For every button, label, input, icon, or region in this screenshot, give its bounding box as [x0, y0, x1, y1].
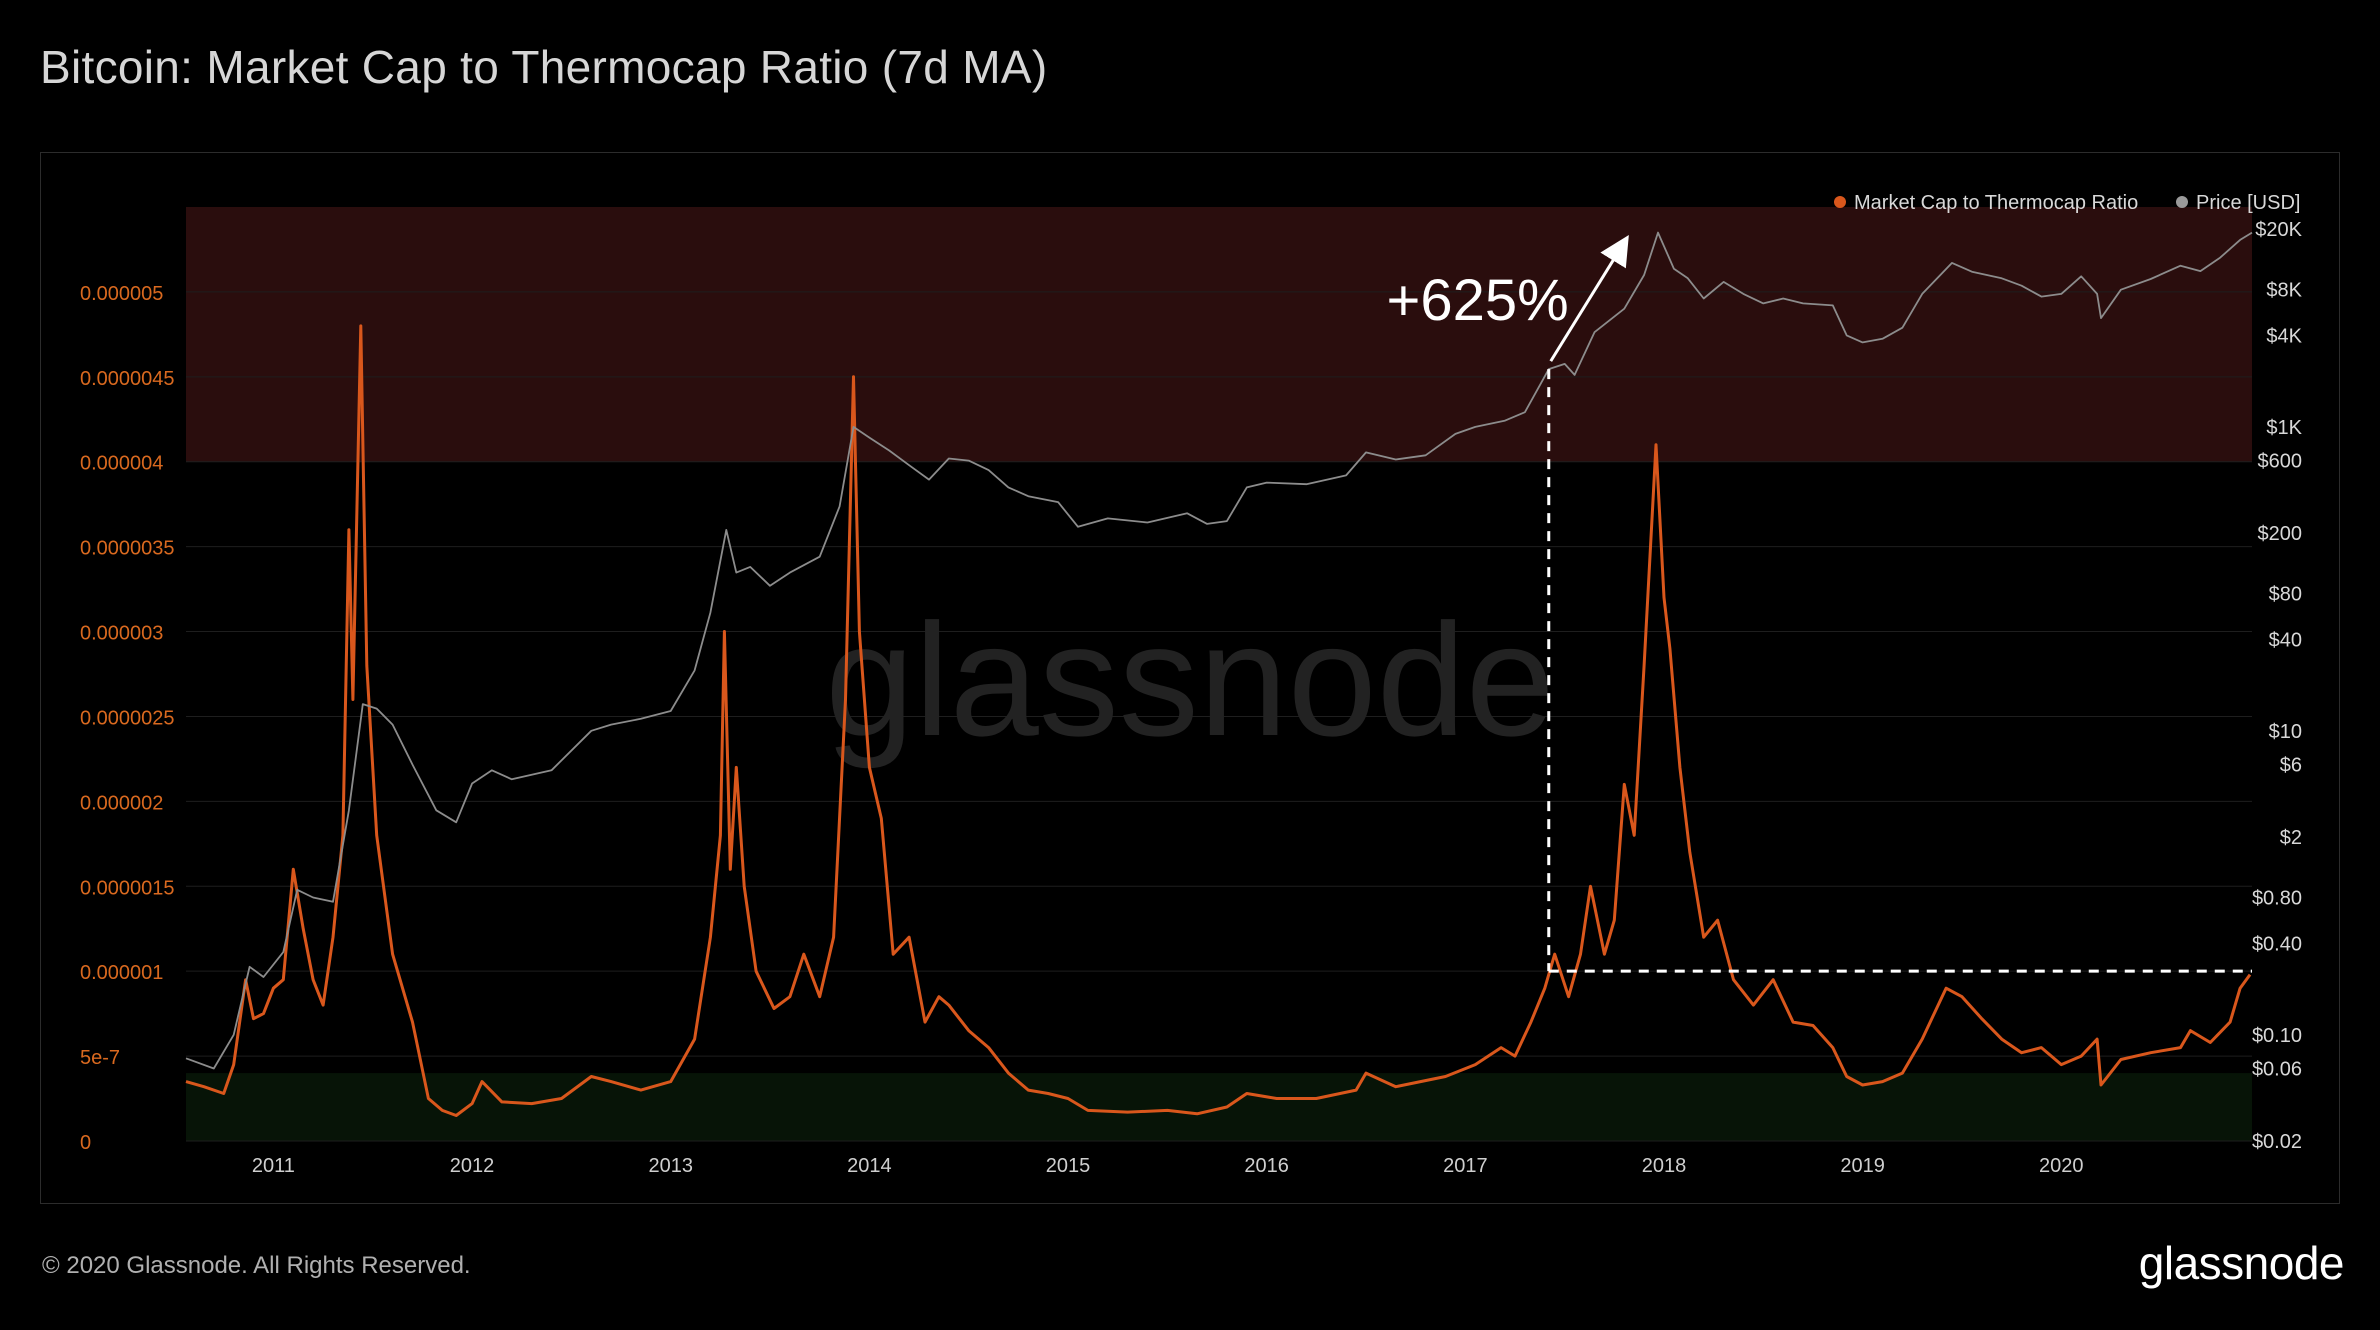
- right-axis-tick-label: $0.06: [2252, 1058, 2302, 1080]
- right-axis-tick-label: $0.10: [2252, 1025, 2302, 1047]
- x-axis-tick-label: 2011: [252, 1155, 295, 1177]
- x-axis-tick-label: 2019: [1840, 1155, 1885, 1177]
- right-axis-tick-label: $0.40: [2252, 933, 2302, 955]
- chart-frame: [40, 152, 2340, 1204]
- right-axis-tick-label: $0.80: [2252, 888, 2302, 910]
- legend-ratio-label: Market Cap to Thermocap Ratio: [1854, 192, 2138, 214]
- right-axis-tick-label: $0.02: [2252, 1131, 2302, 1153]
- right-axis-tick-label: $80: [2269, 584, 2302, 606]
- right-axis-tick-label: $4K: [2266, 325, 2302, 347]
- upper-band: [186, 207, 2252, 462]
- x-axis-tick-label: 2016: [1244, 1155, 1289, 1177]
- left-axis-tick-label: 0.000001: [80, 962, 163, 984]
- x-axis-tick-label: 2012: [450, 1155, 495, 1177]
- legend-price-label: Price [USD]: [2196, 192, 2300, 214]
- ratio-series-line: [185, 324, 2252, 1117]
- left-axis-tick-label: 0.0000025: [80, 707, 175, 729]
- left-axis-tick-label: 0.000003: [80, 623, 163, 645]
- left-axis-tick-label: 0.000005: [80, 283, 163, 305]
- right-axis-tick-label: $2: [2280, 827, 2302, 849]
- left-axis-tick-label: 0: [80, 1132, 91, 1154]
- arrow-line: [1549, 234, 1629, 362]
- right-axis-tick-label: $20K: [2255, 219, 2302, 241]
- legend-ratio-marker: [1834, 196, 1846, 208]
- watermark: glassnode: [825, 590, 1554, 769]
- brand-logo: glassnode: [2138, 1237, 2345, 1289]
- right-axis-tick-label: $40: [2269, 629, 2302, 651]
- annotation-label: +625%: [1387, 268, 1569, 333]
- left-axis-tick-label: 0.000002: [80, 792, 163, 814]
- x-axis-tick-label: 2020: [2039, 1155, 2084, 1177]
- right-axis-tick-label: $8K: [2266, 280, 2302, 302]
- left-axis-tick-label: 0.0000045: [80, 368, 175, 390]
- lower-band: [186, 1073, 2252, 1141]
- left-axis-tick-label: 5e-7: [80, 1047, 120, 1069]
- legend-price-marker: [2176, 196, 2188, 208]
- right-axis-tick-label: $600: [2258, 451, 2303, 473]
- right-axis-tick-label: $6: [2280, 755, 2302, 777]
- x-axis-tick-label: 2014: [847, 1155, 892, 1177]
- left-axis-tick-label: 0.000004: [80, 453, 163, 475]
- copyright-text: © 2020 Glassnode. All Rights Reserved.: [42, 1252, 471, 1279]
- price-series-line: [185, 231, 2253, 1070]
- x-axis-tick-label: 2017: [1443, 1155, 1488, 1177]
- right-axis-tick-label: $1K: [2266, 417, 2302, 439]
- left-axis-tick-label: 0.0000015: [80, 877, 175, 899]
- page-title: Bitcoin: Market Cap to Thermocap Ratio (…: [40, 41, 1048, 93]
- x-axis-tick-label: 2018: [1642, 1155, 1687, 1177]
- left-axis-tick-label: 0.0000035: [80, 538, 175, 560]
- right-axis-tick-label: $200: [2258, 523, 2303, 545]
- right-axis-tick-label: $10: [2269, 721, 2302, 743]
- x-axis-tick-label: 2015: [1046, 1155, 1091, 1177]
- x-axis-tick-label: 2013: [648, 1155, 693, 1177]
